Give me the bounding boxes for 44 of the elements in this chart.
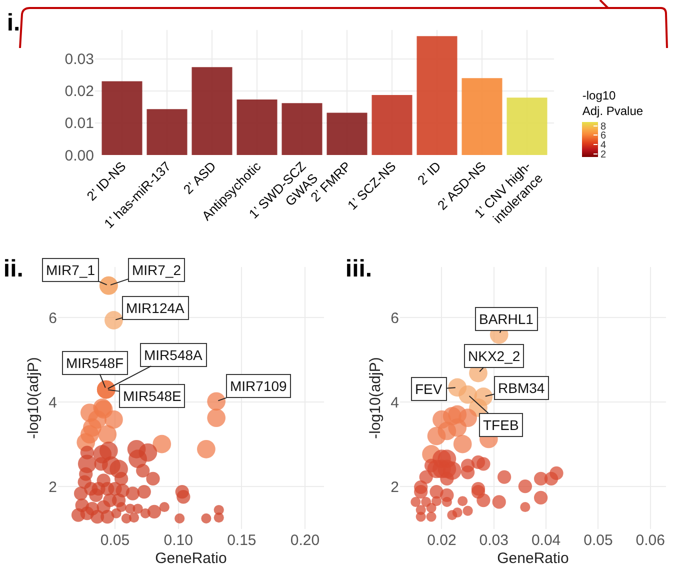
x-tick-label: 0.05 — [100, 532, 130, 549]
annotation: NKX2_2 — [468, 348, 520, 364]
y-tick-label: 2 — [390, 478, 399, 496]
x-tick-label: 0.05 — [584, 532, 613, 549]
chart-title: ii. — [3, 256, 24, 283]
x-axis-title: GeneRatio — [497, 550, 569, 567]
x-axis-title: GeneRatio — [155, 550, 227, 567]
y-tick-label: 0.01 — [64, 115, 94, 132]
x-tick-label: 0.06 — [636, 532, 665, 549]
y-tick-label: 6 — [48, 310, 57, 327]
y-tick-label: 2 — [48, 478, 57, 496]
annotation: MIR7109 — [230, 378, 288, 394]
x-tick-label: 0.03 — [479, 532, 508, 549]
annotation: FEV — [415, 381, 443, 397]
color-bar-label: 8 — [600, 121, 606, 132]
y-tick-label: 0.03 — [64, 51, 94, 68]
y-axis-title: -log10(adjP) — [24, 357, 42, 439]
annotation: MIR548F — [66, 355, 124, 371]
color-bar-label: 6 — [600, 130, 606, 142]
color-bar-label: 2 — [600, 149, 606, 160]
color-bar-title: -log10 Adj. Pvalue — [582, 88, 644, 118]
x-tick-label: 0.10 — [164, 532, 193, 549]
y-tick-label: 0.02 — [64, 83, 94, 100]
annotation: MIR124A — [126, 300, 186, 316]
chart-title: i. — [6, 9, 20, 36]
annotation: MIR548A — [144, 347, 204, 363]
annotation: RBM34 — [498, 380, 545, 396]
annotation: BARHL1 — [479, 311, 534, 327]
x-tick-label: 0.20 — [290, 532, 320, 549]
x-tick-label: 0.15 — [227, 532, 256, 549]
color-bar-label: 4 — [600, 140, 606, 151]
x-tick-label: 0.02 — [427, 532, 456, 549]
annotation: MIR548E — [123, 388, 182, 404]
annotation: TFEB — [483, 417, 519, 433]
y-tick-label: 4 — [48, 394, 57, 412]
y-axis-title: -log10(adjP) — [366, 357, 384, 439]
x-tick-label: 0.04 — [531, 532, 561, 549]
annotation: MIR7_1 — [46, 262, 96, 278]
annotation: MIR7_2 — [132, 262, 182, 278]
x-tick-label: 2’ ID — [414, 158, 444, 188]
chart-title: iii. — [345, 256, 372, 283]
y-tick-label: 0.00 — [64, 147, 94, 164]
y-tick-label: 6 — [390, 310, 399, 327]
y-tick-label: 4 — [390, 394, 399, 412]
